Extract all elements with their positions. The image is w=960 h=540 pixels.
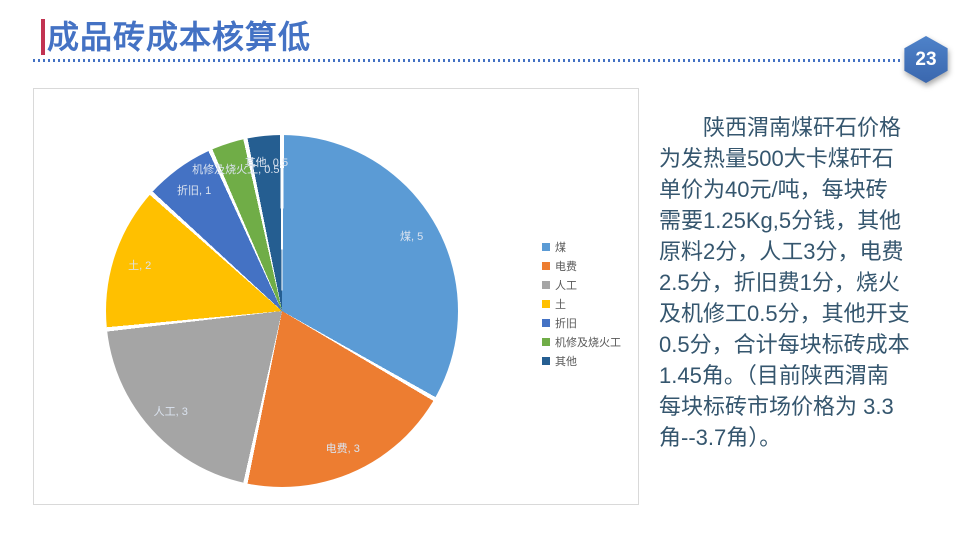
paragraph-line: 2.5分，折旧费1分，烧火 <box>659 270 900 295</box>
legend-label: 电费 <box>555 260 577 273</box>
legend-item: 土 <box>542 294 621 313</box>
legend-swatch-icon <box>542 337 550 346</box>
pie <box>106 135 458 487</box>
legend-swatch-icon <box>542 261 550 270</box>
paragraph-line: 1.45角。（目前陕西渭南 <box>659 363 889 388</box>
legend-item: 折旧 <box>542 313 621 332</box>
page-number-badge: 23 <box>903 36 949 83</box>
paragraph-line: 原料2分，人工3分，电费 <box>659 239 904 264</box>
legend-swatch-icon <box>542 356 550 365</box>
commentary-text: 陕西渭南煤矸石价格为发热量500大卡煤矸石 单价为40元/吨，每块砖 需要1.25K… <box>659 112 919 453</box>
legend-label: 人工 <box>555 279 577 292</box>
paragraph-line: 角--3.7角）。 <box>659 425 782 450</box>
legend-swatch-icon <box>542 242 550 251</box>
page-title: 成品砖成本核算低 <box>47 19 312 55</box>
paragraph-line: 0.5分，合计每块标砖成本 <box>659 332 910 357</box>
legend-item: 机修及烧火工 <box>542 332 621 351</box>
legend-label: 其他 <box>555 355 577 368</box>
chart-legend: 煤电费人工土折旧机修及烧火工 其他 <box>542 237 621 370</box>
legend-label: 折旧 <box>555 317 577 330</box>
hexagon-icon: 23 <box>904 36 948 83</box>
paragraph-line: 为发热量500大卡煤矸石 <box>659 146 894 171</box>
legend-label: 机修及烧火工 <box>555 336 621 349</box>
legend-label: 土 <box>555 298 566 311</box>
page-number: 23 <box>915 48 937 70</box>
cost-pie-chart: 煤, 5 电费, 3 人工, 3 土, 2 折旧, 1 机修及烧火工, 0.5 其他, 0.… <box>33 88 639 505</box>
paragraph-line: 及机修工0.5分，其他开支 <box>659 301 910 326</box>
title-divider <box>33 59 901 62</box>
paragraph-line: 陕西渭南煤矸石价格 <box>703 115 902 140</box>
legend-swatch-icon <box>542 299 550 308</box>
legend-item: 其他 <box>542 351 621 370</box>
title-accent-bar <box>41 19 45 55</box>
paragraph-line: 每块标砖市场价格为 3.3 <box>659 394 894 419</box>
legend-swatch-icon <box>542 280 550 289</box>
paragraph-line: 单价为40元/吨，每块砖 <box>659 177 888 202</box>
legend-item: 煤 <box>542 237 621 256</box>
legend-swatch-icon <box>542 318 550 327</box>
legend-item: 人工 <box>542 275 621 294</box>
legend-label: 煤 <box>555 241 566 254</box>
paragraph-line: 需要1.25Kg,5分钱，其他 <box>659 208 902 233</box>
legend-item: 电费 <box>542 256 621 275</box>
